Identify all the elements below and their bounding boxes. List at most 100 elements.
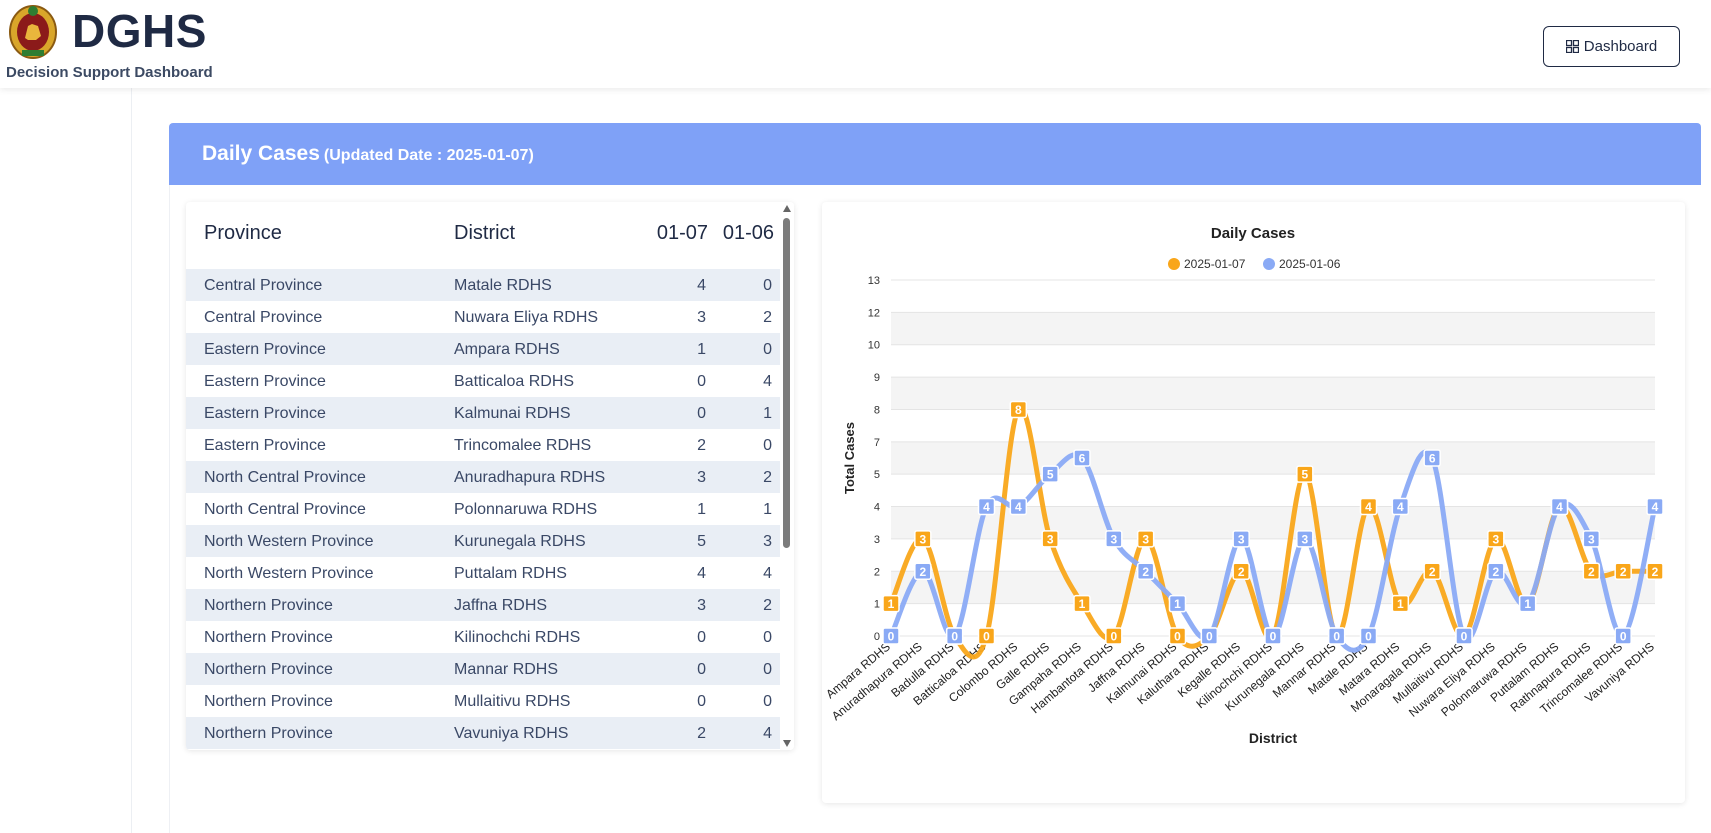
data-label: 0 [1461,630,1468,644]
data-point [1296,465,1314,483]
table-scrollbar[interactable] [780,202,794,750]
data-point [1614,562,1632,581]
cell-province: Eastern Province [204,373,326,390]
y-axis-label: Total Cases [842,422,857,494]
data-label: 3 [1110,532,1117,546]
y-tick-label: 0 [874,631,880,643]
data-label: 2 [919,565,926,579]
data-label: 0 [1365,630,1372,644]
data-label: 2 [1620,565,1627,579]
y-tick-label: 1 [874,599,880,611]
data-point [1327,627,1346,645]
data-label: 3 [919,532,926,546]
data-label: 1 [888,597,895,611]
data-point [1518,594,1537,613]
table-row: North Central Province Polonnaruwa RDHS 1 1 [186,493,780,525]
data-point [1232,562,1250,581]
cell-district: Matale RDHS [454,277,552,294]
sidebar-divider [131,88,132,833]
cell-province: Eastern Province [204,405,326,422]
data-label: 3 [1588,532,1595,546]
data-label: 3 [1492,532,1499,546]
cell-col1: 1 [697,501,706,518]
x-axis-label: District [1249,730,1298,746]
cell-col1: 2 [697,437,706,454]
data-point [1487,562,1505,581]
header-col1: 01-07 [656,222,708,244]
data-point [914,530,932,548]
data-label: 3 [1301,532,1308,546]
grid-icon [1565,40,1579,53]
data-point [882,627,900,645]
grid-band [891,441,1655,475]
header-col2: 01-06 [722,222,774,244]
data-label: 4 [1015,500,1022,514]
cell-col2: 2 [763,469,772,486]
data-label: 0 [1270,630,1277,644]
data-point [1200,627,1219,645]
cell-district: Mannar RDHS [454,661,559,678]
data-point [1391,497,1410,516]
data-point [1264,627,1282,645]
data-label: 4 [1652,500,1659,514]
brand-title: DGHS [72,5,207,57]
data-label: 4 [1365,500,1372,514]
data-label: 0 [1110,630,1117,644]
y-tick-label: 10 [868,340,880,352]
table-row: Northern Province Kilinochchi RDHS 0 0 [186,621,780,653]
cell-district: Vavuniya RDHS [454,725,569,742]
cell-province: North Western Province [204,565,374,582]
y-tick-label: 13 [868,275,880,287]
data-label: 5 [1301,468,1308,482]
data-label: 4 [983,500,990,514]
data-label: 0 [1620,630,1627,644]
grid-band [891,506,1655,539]
data-point [977,627,996,645]
data-point [1455,627,1473,645]
data-label: 0 [888,630,895,644]
cell-col1: 4 [697,565,706,582]
dashboard-button[interactable]: Dashboard [1543,26,1680,67]
table-row: Eastern Province Batticaloa RDHS 0 4 [186,365,780,397]
cell-district: Kurunegala RDHS [454,533,586,550]
data-point [1582,562,1601,581]
cell-col2: 1 [763,501,772,518]
data-label: 2 [1652,565,1659,579]
cell-col1: 3 [697,309,706,326]
table-body: Central Province Matale RDHS 4 0 Central Pr… [186,269,780,749]
cell-col2: 3 [763,533,772,550]
table-row: Northern Province Mullaitivu RDHS 0 0 [186,685,780,717]
scroll-down-arrow-icon[interactable] [783,740,791,747]
data-point [1073,449,1091,467]
cell-col2: 0 [763,693,772,710]
cell-col1: 0 [697,629,706,646]
data-label: 0 [1206,630,1213,644]
data-label: 1 [1174,597,1181,611]
data-point [1073,594,1091,613]
scrollbar-thumb[interactable] [783,218,790,548]
cell-col2: 2 [763,597,772,614]
cell-district: Polonnaruwa RDHS [454,501,598,518]
y-tick-label: 5 [874,469,880,481]
legend-label: 2025-01-07 [1184,257,1246,271]
table-row: Northern Province Mannar RDHS 0 0 [186,653,780,685]
table-row: Eastern Province Trincomalee RDHS 2 0 [186,429,780,461]
data-point [1009,497,1028,516]
table-row: Central Province Matale RDHS 4 0 [186,269,780,301]
data-point [1582,530,1601,548]
data-label: 2 [1238,565,1245,579]
cell-col1: 1 [697,341,706,358]
cell-col1: 4 [697,277,706,294]
cell-district: Kalmunai RDHS [454,405,571,422]
cell-col1: 3 [697,469,706,486]
data-label: 2 [1142,565,1149,579]
scroll-up-arrow-icon[interactable] [783,205,791,212]
data-point [1423,449,1441,467]
data-point [1487,530,1505,548]
table-row: Eastern Province Ampara RDHS 1 0 [186,333,780,365]
cell-district: Trincomalee RDHS [454,437,592,454]
data-label: 1 [1079,597,1086,611]
data-point [1359,497,1378,516]
cell-province: Northern Province [204,661,333,678]
header-province: Province [204,222,282,244]
